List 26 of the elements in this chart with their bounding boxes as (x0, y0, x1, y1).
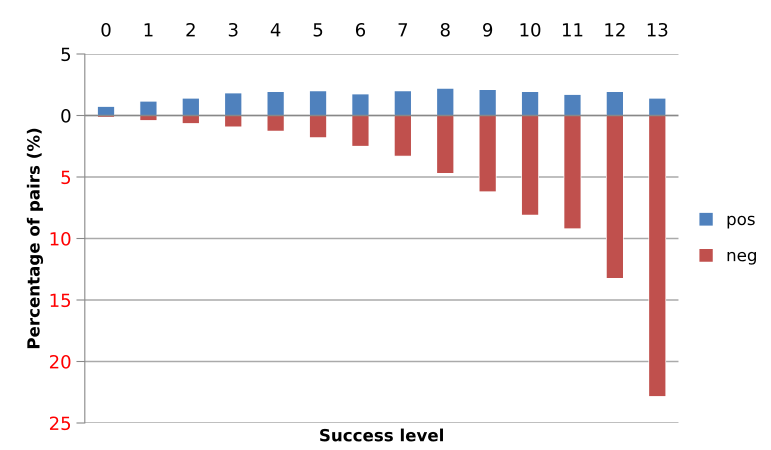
y-tick-label: 25 (50, 416, 70, 430)
x-tick-label: 2 (186, 22, 195, 36)
y-tick-label: 15 (50, 294, 70, 308)
y-axis-title: Percentage of pairs (%) (26, 128, 44, 348)
x-tick-label: 12 (605, 22, 625, 36)
y-tick-label: 20 (50, 354, 70, 369)
x-tick-label: 13 (648, 22, 668, 37)
x-axis-title: Success level (320, 428, 443, 442)
x-tick-label: 0 (101, 22, 111, 37)
x-tick-label: 6 (356, 22, 366, 37)
y-tick-label: 5 (62, 48, 70, 62)
x-tick-label: 8 (440, 22, 450, 37)
x-tick-label: 5 (314, 23, 322, 37)
x-tick-label: 10 (520, 22, 540, 37)
y-tick-label: 10 (50, 232, 70, 246)
legend-label: neg (728, 252, 756, 265)
y-tick-label: 5 (62, 170, 70, 184)
x-tick-label: 11 (562, 23, 582, 36)
y-tick-label: 0 (61, 108, 70, 123)
x-tick-label: 9 (483, 22, 492, 37)
x-tick-label: 1 (144, 23, 152, 36)
x-tick-label: 7 (398, 23, 408, 36)
bar (97, 106, 115, 116)
legend-label: pos (728, 216, 755, 228)
x-tick-label: 4 (270, 23, 280, 36)
x-tick-label: 3 (228, 22, 238, 37)
